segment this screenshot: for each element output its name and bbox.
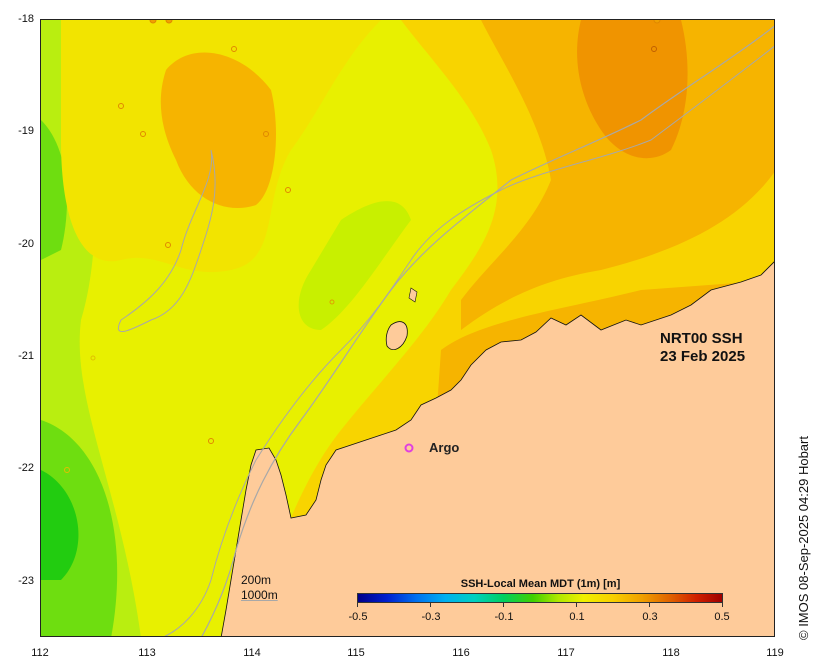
ssh-contour-west-green-north: [41, 120, 67, 260]
isobath-plateau: [117, 149, 216, 333]
colorbar-tickmark: [357, 603, 358, 607]
ssh-contour-ne-orange: [461, 20, 774, 330]
colorbar-tickmark: [576, 603, 577, 607]
argo-float-marker[interactable]: [404, 443, 414, 453]
sample-point: [118, 103, 124, 109]
colorbar: [357, 593, 723, 603]
colorbar-tickmark: [503, 603, 504, 607]
sample-point: [90, 355, 96, 361]
sample-point: [165, 20, 173, 24]
isobath-legend: 200m 1000m: [241, 573, 278, 603]
australia-landmass: [220, 261, 774, 636]
ssh-contour-north-eddy: [160, 52, 276, 208]
product-label: NRT00 SSH 23 Feb 2025: [660, 330, 745, 366]
ssh-contour-west-darkgreen: [41, 470, 79, 580]
lat-tick-label: -19: [18, 125, 34, 137]
lon-tick-label: 114: [243, 647, 261, 659]
colorbar-tick-label: -0.5: [348, 611, 368, 623]
colorbar-tick-label: -0.3: [421, 611, 441, 623]
lat-tick-label: -20: [18, 238, 34, 250]
ssh-field: [41, 20, 774, 636]
ssh-map-area: [40, 19, 775, 637]
lon-tick-label: 117: [557, 647, 575, 659]
colorbar-tick-label: 0.5: [714, 611, 730, 623]
sample-point: [651, 46, 657, 52]
small-island: [408, 287, 418, 303]
sample-point: [329, 299, 335, 305]
lat-tick-label: -22: [18, 462, 34, 474]
sample-point: [208, 438, 214, 444]
product-date: 23 Feb 2025: [660, 348, 746, 365]
colorbar-tickmark: [430, 603, 431, 607]
isobath-legend-200m: 200m: [241, 573, 272, 587]
sample-point: [149, 20, 157, 24]
colorbar-title: SSH-Local Mean MDT (1m) [m]: [460, 578, 621, 590]
colorbar-tick-label: 0.1: [569, 611, 585, 623]
ssh-contour-ne-core: [577, 20, 688, 159]
sample-point: [231, 46, 237, 52]
argo-label: Argo: [429, 440, 460, 455]
lat-tick-label: -18: [18, 13, 34, 25]
colorbar-tick-label: 0.3: [642, 611, 658, 623]
ssh-contour-shelf-green: [298, 201, 411, 330]
lat-tick-label: -21: [18, 350, 34, 362]
ssh-contour-west-green-south: [41, 420, 118, 636]
sample-point: [165, 242, 171, 248]
barrow-island: [385, 321, 408, 350]
sample-point: [140, 131, 146, 137]
product-name: NRT00 SSH: [660, 330, 743, 347]
lon-tick-label: 118: [662, 647, 680, 659]
lon-tick-label: 116: [452, 647, 470, 659]
copyright-credit: © IMOS 08-Sep-2025 04:29 Hobart: [796, 436, 811, 640]
sample-point: [653, 20, 661, 24]
lat-tick-label: -23: [18, 575, 34, 587]
sample-point: [64, 467, 70, 473]
colorbar-tickmark: [649, 603, 650, 607]
colorbar-tickmark: [722, 603, 723, 607]
lon-tick-label: 119: [766, 647, 784, 659]
lon-tick-label: 115: [347, 647, 365, 659]
sample-point: [263, 131, 269, 137]
lon-tick-label: 112: [31, 647, 49, 659]
colorbar-tick-label: -0.1: [494, 611, 514, 623]
sample-point: [285, 187, 291, 193]
isobath-200m: [164, 45, 774, 636]
isobath-legend-1000m: 1000m: [241, 588, 278, 602]
lon-tick-label: 113: [138, 647, 156, 659]
